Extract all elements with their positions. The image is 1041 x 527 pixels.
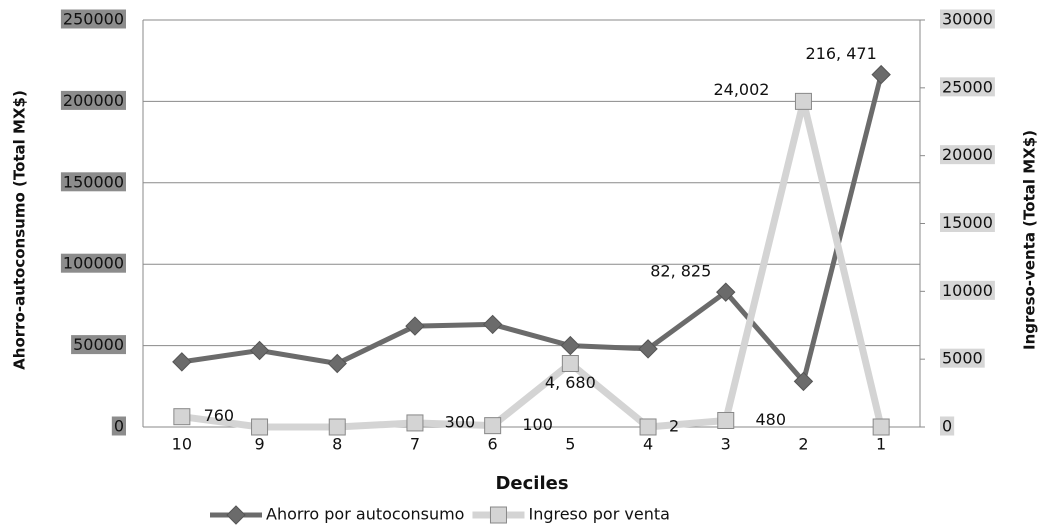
y-tick-label: 100000 xyxy=(63,254,124,273)
y2-axis-title: Ingreso-venta (Total MX$) xyxy=(1021,130,1039,350)
data-label: 760 xyxy=(204,406,235,425)
y-tick-bg xyxy=(60,90,126,110)
y2-tick-label: 25000 xyxy=(942,77,993,96)
x-tick-label: 4 xyxy=(643,435,653,454)
x-tick-label: 1 xyxy=(876,435,886,454)
data-label: 82, 825 xyxy=(650,262,711,281)
point xyxy=(226,505,246,525)
x-tick-label: 6 xyxy=(488,435,498,454)
y2-tick-label: 0 xyxy=(942,417,952,436)
data-label: 24,002 xyxy=(713,80,769,99)
series-line xyxy=(181,100,885,431)
point xyxy=(406,414,424,432)
x-tick-label: 5 xyxy=(565,435,575,454)
y2-tick-bg xyxy=(940,145,995,165)
point xyxy=(560,335,581,356)
y-tick-label: 250000 xyxy=(63,10,124,29)
data-label: 4, 680 xyxy=(545,373,596,392)
x-tick-label: 2 xyxy=(798,435,808,454)
legend-item: Ahorro por autoconsumo xyxy=(210,505,464,525)
point xyxy=(872,418,890,436)
series-line xyxy=(181,73,884,387)
point xyxy=(717,411,735,429)
point xyxy=(716,282,736,302)
x-axis-title: Deciles xyxy=(495,473,568,494)
point xyxy=(793,371,814,392)
data-label: 480 xyxy=(755,410,786,429)
y2-tick-bg xyxy=(940,77,995,97)
legend-item: Ingreso por venta xyxy=(472,505,670,524)
y2-tick-bg xyxy=(940,416,955,436)
point xyxy=(173,408,191,426)
point xyxy=(482,314,503,335)
point xyxy=(561,355,579,373)
y-tick-bg xyxy=(60,253,126,273)
y2-tick-label: 20000 xyxy=(942,145,993,164)
y2-tick-label: 15000 xyxy=(942,213,993,232)
y2-tick-label: 30000 xyxy=(942,10,993,29)
point xyxy=(327,353,347,374)
y2-tick-bg xyxy=(940,348,985,368)
point xyxy=(484,417,502,435)
point xyxy=(639,418,657,436)
y2-tick-bg xyxy=(940,213,995,232)
point xyxy=(328,418,346,436)
x-tick-label: 7 xyxy=(410,435,420,454)
y-axis-title: Ahorro-autoconsumo (Total MX$) xyxy=(11,90,29,370)
y2-tick-label: 10000 xyxy=(942,281,993,300)
point xyxy=(794,92,812,110)
x-tick-label: 3 xyxy=(721,435,731,454)
point xyxy=(871,64,891,85)
data-label: 300 xyxy=(445,412,476,431)
point xyxy=(249,340,270,361)
y2-tick-label: 5000 xyxy=(942,349,983,368)
point xyxy=(405,316,425,336)
point xyxy=(251,418,269,436)
point xyxy=(638,339,658,359)
y-tick-label: 200000 xyxy=(63,91,124,110)
point xyxy=(489,506,507,524)
data-label: 100 xyxy=(522,415,553,434)
y-tick-label: 150000 xyxy=(63,172,124,191)
x-tick-label: 8 xyxy=(332,435,342,454)
legend-label: Ingreso por venta xyxy=(528,505,669,524)
y-tick-bg xyxy=(71,335,126,355)
legend-label: Ahorro por autoconsumo xyxy=(266,505,464,524)
data-label: 216, 471 xyxy=(806,44,877,63)
x-tick-label: 9 xyxy=(254,435,264,454)
y-tick-bg xyxy=(60,172,126,192)
y-tick-bg xyxy=(60,9,126,29)
x-tick-label: 10 xyxy=(172,435,192,454)
y2-tick-bg xyxy=(940,280,995,300)
y-tick-bg xyxy=(111,416,126,436)
data-label: 2 xyxy=(669,416,679,435)
y-tick-label: 0 xyxy=(114,417,124,436)
y2-tick-bg xyxy=(940,9,995,29)
y-tick-label: 50000 xyxy=(73,335,124,354)
point xyxy=(172,352,192,372)
